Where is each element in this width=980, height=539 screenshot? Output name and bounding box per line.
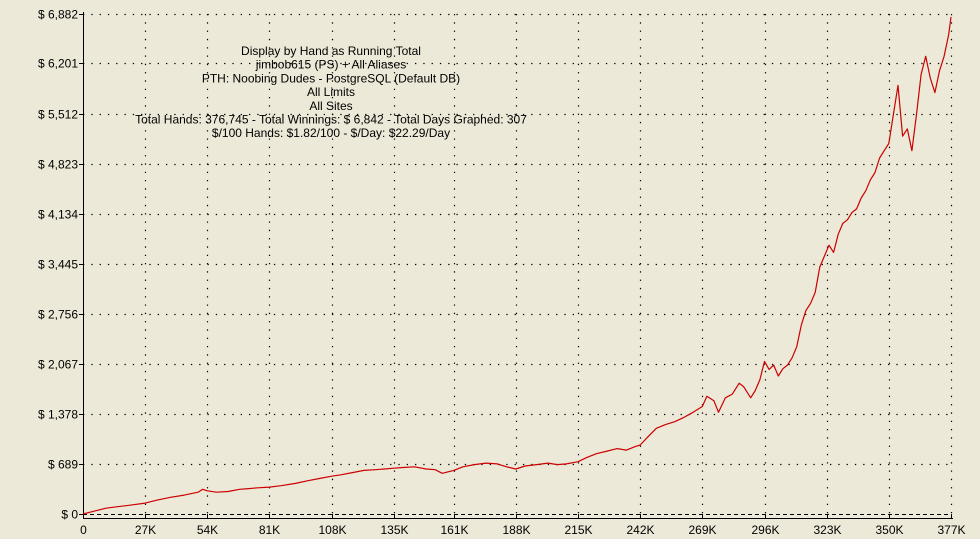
x-tick-label: 377K bbox=[937, 523, 965, 537]
title-line: $/100 Hands: $1.82/100 - $/Day: $22.29/D… bbox=[212, 126, 450, 140]
x-tick-label: 108K bbox=[318, 523, 346, 537]
x-tick-label: 135K bbox=[380, 523, 408, 537]
y-tick-label: $ 6,201 bbox=[38, 57, 78, 71]
y-tick-label: $ 6,882 bbox=[38, 8, 78, 22]
y-tick-label: $ 1,378 bbox=[38, 408, 78, 422]
y-tick-label: $ 3,445 bbox=[38, 258, 78, 272]
x-tick-label: 323K bbox=[813, 523, 841, 537]
axes-layer bbox=[83, 12, 953, 519]
y-tick-label: $ 4,823 bbox=[38, 158, 78, 172]
winnings-series-line bbox=[82, 16, 952, 515]
x-tick-label: 54K bbox=[197, 523, 218, 537]
series-layer bbox=[82, 16, 952, 515]
grid-layer bbox=[83, 13, 953, 515]
y-tick-label: $ 0 bbox=[61, 508, 78, 522]
title-line: jimbob615 (PS) + All Aliases bbox=[255, 58, 406, 72]
y-tick-label: $ 689 bbox=[48, 458, 78, 472]
x-tick-label: 296K bbox=[751, 523, 779, 537]
x-tick-label: 188K bbox=[502, 523, 530, 537]
title-line: Display by Hand as Running Total bbox=[241, 44, 421, 58]
x-tick-label: 350K bbox=[875, 523, 903, 537]
title-line: All Limits bbox=[307, 85, 355, 99]
x-tick-label: 27K bbox=[135, 523, 156, 537]
title-line: All Sites bbox=[309, 99, 352, 113]
y-tick-label: $ 4,134 bbox=[38, 208, 78, 222]
ticks-layer: $ 0 $ 689 $ 1,378 $ 2,067 $ 2,756 $ 3,445 $ 4,… bbox=[38, 8, 966, 538]
x-tick-label: 0 bbox=[80, 523, 87, 537]
x-tick-label: 242K bbox=[626, 523, 654, 537]
x-tick-label: 215K bbox=[564, 523, 592, 537]
x-tick-label: 81K bbox=[259, 523, 280, 537]
chart-title-block: Display by Hand as Running Totaljimbob61… bbox=[135, 44, 527, 140]
y-tick-label: $ 2,756 bbox=[38, 308, 78, 322]
title-line: Total Hands: 376,745 - Total Winnings: $… bbox=[135, 113, 527, 127]
x-tick-label: 269K bbox=[688, 523, 716, 537]
title-line: PTH: Noobing Dudes - PostgreSQL (Default… bbox=[202, 71, 460, 85]
x-tick-label: 161K bbox=[440, 523, 468, 537]
y-tick-label: $ 2,067 bbox=[38, 358, 78, 372]
y-tick-label: $ 5,512 bbox=[38, 108, 78, 122]
